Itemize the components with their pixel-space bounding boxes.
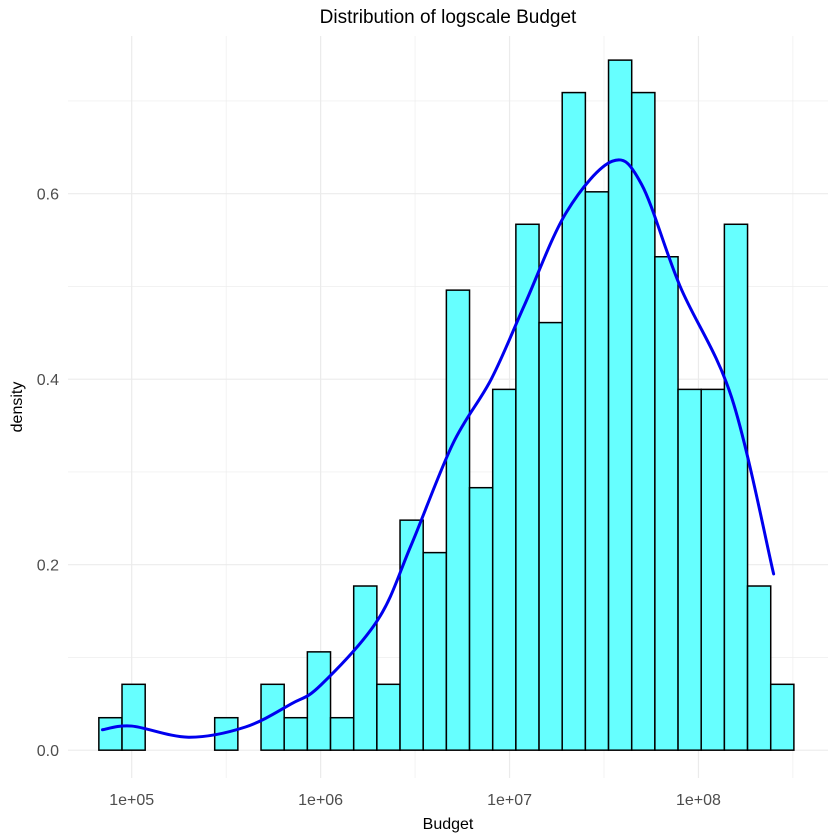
histogram-bar	[306, 651, 332, 751]
histogram-bar	[376, 683, 401, 751]
histogram-bar	[769, 683, 795, 751]
y-tick-label: 0.2	[37, 558, 59, 575]
histogram-bar	[283, 716, 309, 751]
y-axis-ticks: 0.0 0.2 0.4 0.6	[37, 187, 59, 760]
x-axis-title: Budget	[423, 816, 474, 833]
histogram-bar	[584, 191, 610, 751]
x-axis-ticks: 1e+05 1e+06 1e+07 1e+08	[109, 792, 721, 809]
histogram-bar	[329, 716, 355, 751]
histogram-bar	[399, 519, 424, 751]
chart-title: Distribution of logscale Budget	[320, 7, 577, 28]
histogram-bar	[468, 486, 494, 751]
histogram-bar	[121, 683, 146, 751]
y-tick-label: 0.0	[37, 743, 59, 760]
y-axis-title: density	[9, 382, 26, 433]
histogram-bar	[98, 716, 123, 751]
y-tick-label: 0.6	[37, 187, 59, 204]
histogram-bar	[700, 388, 726, 751]
x-tick-label: 1e+05	[109, 792, 154, 809]
x-tick-label: 1e+08	[676, 792, 721, 809]
x-tick-label: 1e+06	[298, 792, 343, 809]
histogram-bar	[723, 223, 749, 751]
histogram-bar	[422, 551, 448, 751]
y-tick-label: 0.4	[37, 372, 59, 389]
histogram-bar	[538, 321, 563, 751]
histogram-bar	[445, 289, 471, 751]
histogram-bar	[491, 388, 517, 751]
histogram-bars	[98, 59, 795, 751]
histogram-bar	[654, 256, 679, 751]
x-tick-label: 1e+07	[487, 792, 532, 809]
density-curve	[100, 158, 776, 739]
histogram-bar	[677, 388, 702, 751]
histogram-bar	[746, 585, 772, 751]
histogram-bar	[515, 223, 540, 751]
histogram-bar	[352, 585, 378, 751]
